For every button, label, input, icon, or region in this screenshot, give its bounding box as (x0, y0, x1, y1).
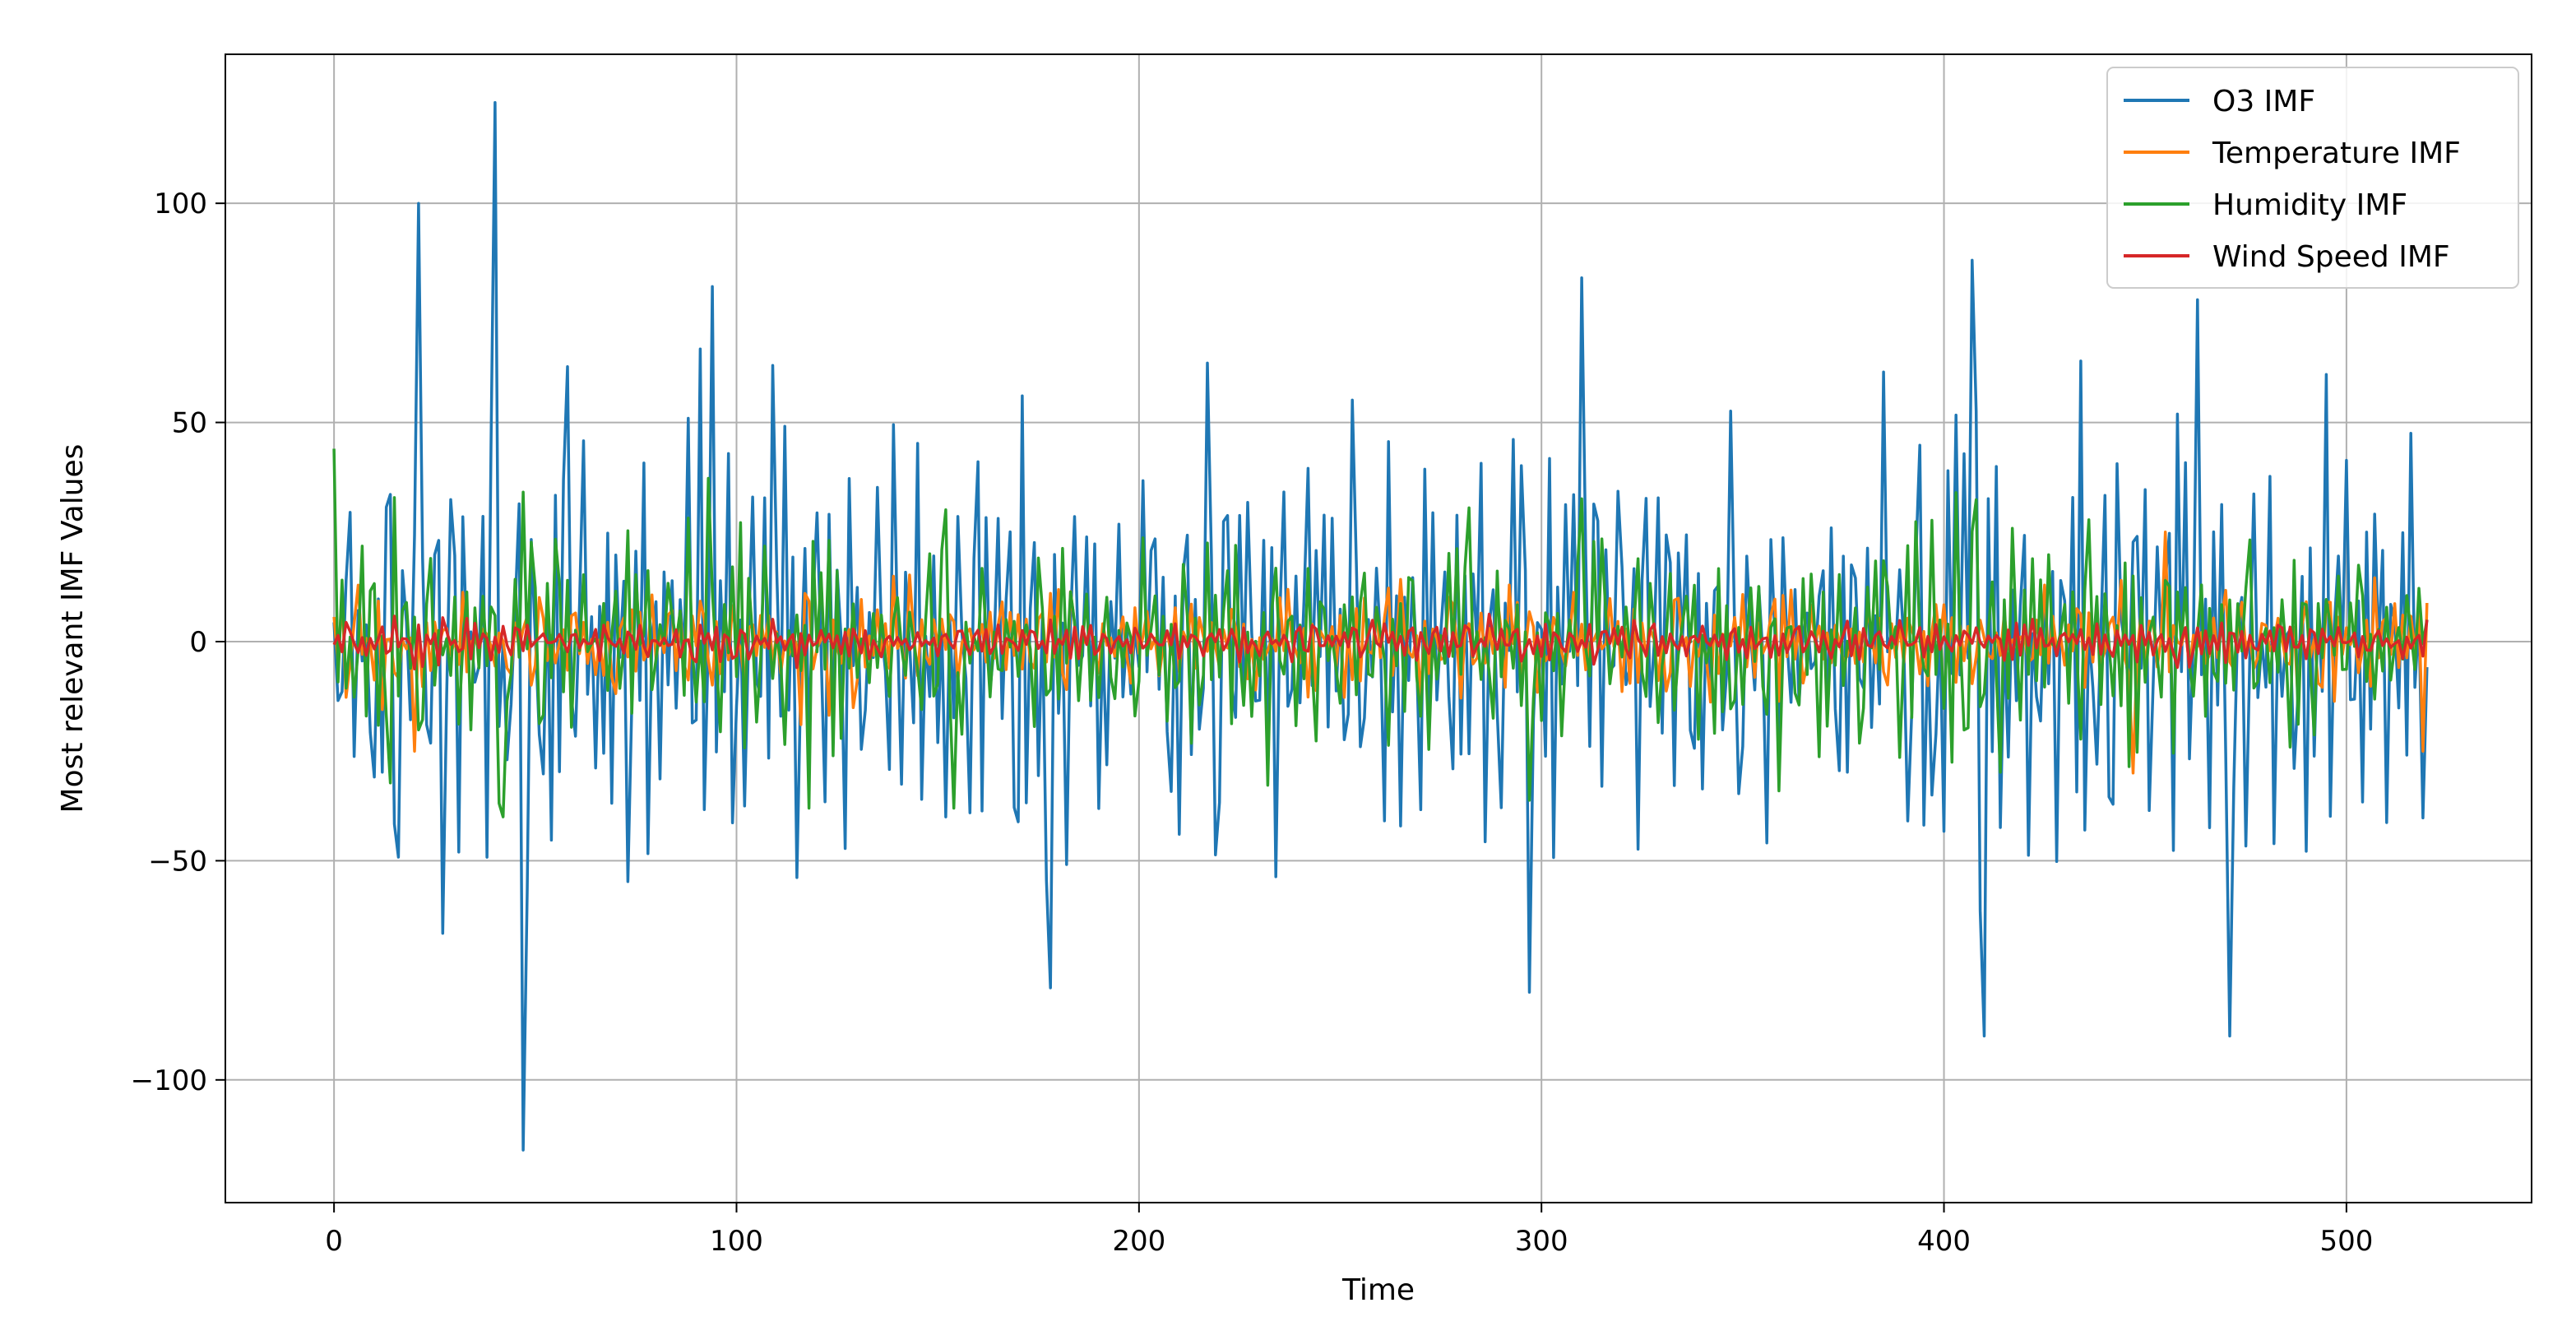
x-tick-label: 500 (2319, 1225, 2373, 1258)
y-axis-label: Most relevant IMF Values (56, 444, 90, 814)
plot-frame (225, 53, 2532, 1203)
y-tick-label: 0 (189, 626, 207, 659)
y-tick-label: 100 (154, 188, 207, 220)
legend-entry: Temperature IMF (2212, 137, 2461, 170)
series-lines (332, 100, 2429, 1152)
x-axis-label: Time (1341, 1273, 1415, 1307)
legend: O3 IMF Temperature IMF Humidity IMF Wind Sp… (2106, 67, 2519, 289)
ticks: 0 100 200 300 400 500 −100 −50 0 50 100 (131, 188, 2374, 1258)
x-tick-label: 100 (710, 1225, 763, 1258)
y-tick-label: 50 (172, 407, 207, 440)
legend-entry: O3 IMF (2212, 85, 2315, 118)
legend-entry: Humidity IMF (2212, 188, 2407, 222)
series-line-3 (332, 612, 2429, 670)
x-tick-label: 300 (1515, 1225, 1568, 1258)
x-tick-label: 400 (1917, 1225, 1971, 1258)
legend-box (2106, 67, 2519, 289)
y-tick-label: −50 (148, 845, 207, 878)
legend-entry: Wind Speed IMF (2212, 240, 2450, 274)
x-tick-label: 200 (1112, 1225, 1165, 1258)
series-line-2 (332, 448, 2429, 818)
x-tick-label: 0 (325, 1225, 343, 1258)
y-tick-label: −100 (131, 1064, 207, 1097)
